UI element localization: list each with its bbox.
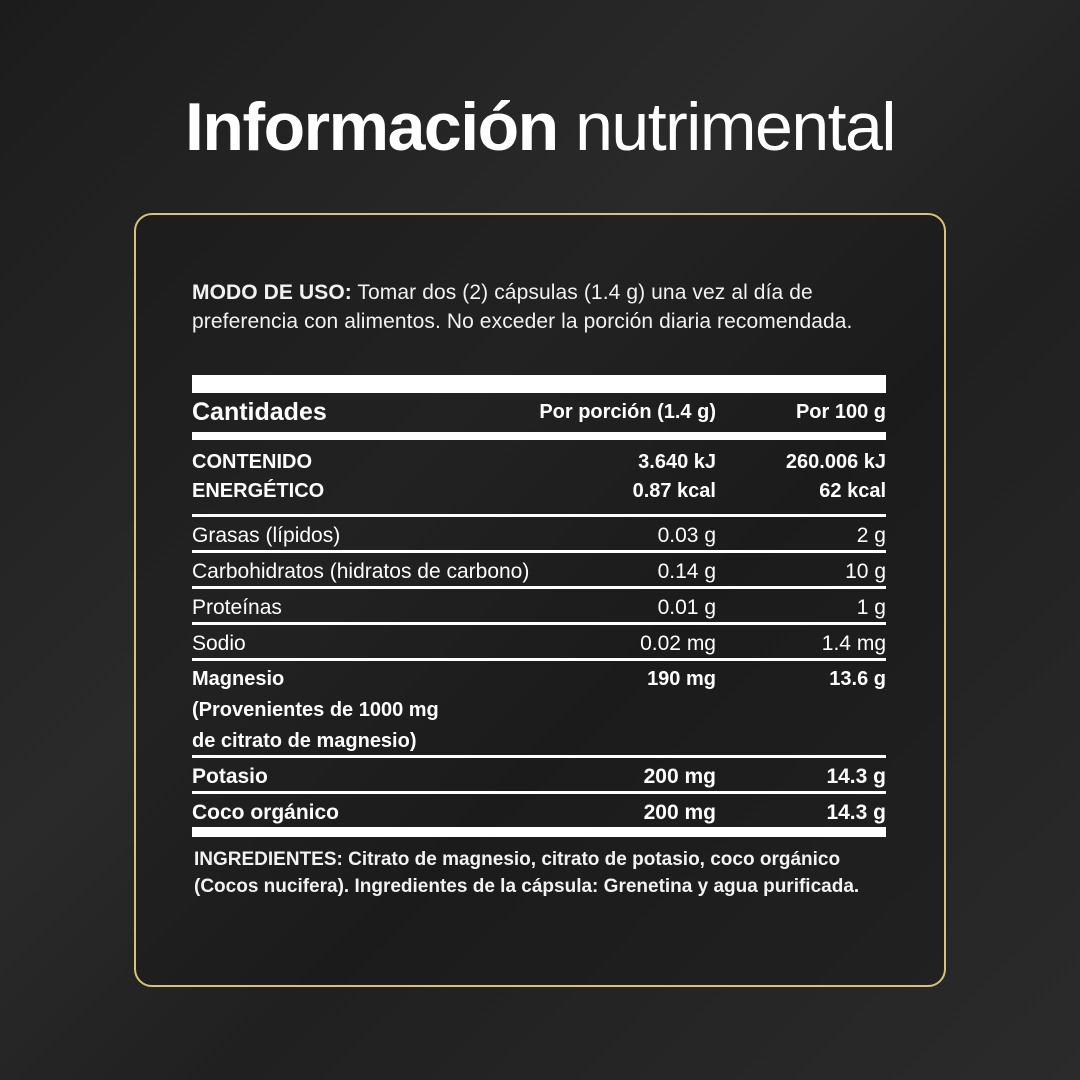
divider [192, 791, 886, 794]
table-row: Potasio 200 mg 14.3 g [192, 765, 886, 788]
table-row: Coco orgánico 200 mg 14.3 g [192, 801, 886, 824]
nutrition-table: Cantidades Por porción (1.4 g) Por 100 g… [192, 375, 886, 837]
divider [192, 375, 886, 393]
nutrition-card [134, 213, 946, 987]
divider [192, 432, 886, 440]
divider [192, 550, 886, 553]
table-row: Sodio 0.02 mg 1.4 mg [192, 632, 886, 655]
ingredients-text: INGREDIENTES: Citrato de magnesio, citra… [194, 849, 860, 897]
divider [192, 827, 886, 837]
usage-instructions: MODO DE USO: Tomar dos (2) cápsulas (1.4… [192, 281, 853, 333]
table-row-energy: CONTENIDO ENERGÉTICO 3.640 kJ 0.87 kcal 26… [192, 451, 886, 502]
table-row: Carbohidratos (hidratos de carbono) 0.14 … [192, 560, 886, 583]
divider [192, 622, 886, 625]
table-row-magnesio: Magnesio (Provenientes de 1000 mg de citra… [192, 668, 886, 752]
divider [192, 586, 886, 589]
divider [192, 658, 886, 661]
page-title: Información nutrimental [185, 89, 896, 165]
table-header: Cantidades Por porción (1.4 g) Por 100 g [192, 398, 886, 426]
divider [192, 755, 886, 758]
divider [192, 514, 886, 517]
